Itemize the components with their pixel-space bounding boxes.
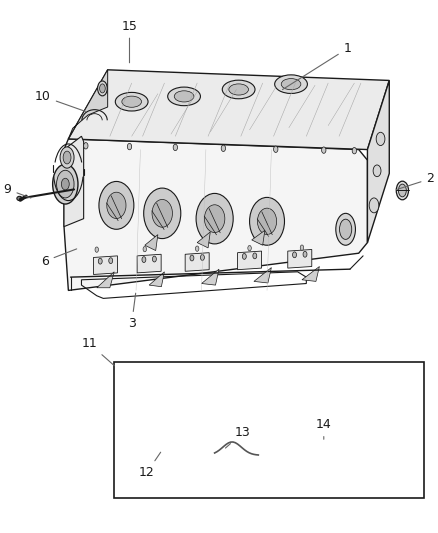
Ellipse shape	[173, 144, 177, 151]
Ellipse shape	[396, 181, 409, 200]
Ellipse shape	[195, 246, 199, 251]
Ellipse shape	[222, 80, 255, 99]
Ellipse shape	[336, 213, 356, 245]
Polygon shape	[137, 254, 161, 273]
Ellipse shape	[373, 165, 381, 176]
Ellipse shape	[376, 132, 385, 146]
Ellipse shape	[165, 420, 177, 438]
Ellipse shape	[399, 184, 406, 197]
Polygon shape	[254, 268, 272, 283]
Ellipse shape	[95, 247, 99, 252]
Polygon shape	[93, 256, 117, 274]
Ellipse shape	[183, 479, 191, 485]
Ellipse shape	[98, 259, 102, 264]
Ellipse shape	[17, 196, 22, 200]
Ellipse shape	[321, 147, 326, 154]
Polygon shape	[68, 70, 389, 150]
Ellipse shape	[229, 84, 248, 95]
Text: 3: 3	[128, 293, 136, 330]
Polygon shape	[149, 272, 164, 287]
Text: 12: 12	[139, 452, 161, 479]
Ellipse shape	[99, 84, 105, 93]
Ellipse shape	[109, 258, 113, 264]
Ellipse shape	[61, 178, 69, 190]
Ellipse shape	[152, 256, 156, 262]
Ellipse shape	[221, 145, 226, 151]
Polygon shape	[64, 136, 84, 227]
Ellipse shape	[122, 96, 141, 107]
Ellipse shape	[190, 255, 194, 261]
Polygon shape	[237, 251, 261, 270]
Polygon shape	[288, 249, 312, 268]
Ellipse shape	[369, 198, 379, 213]
Ellipse shape	[339, 219, 352, 239]
Ellipse shape	[274, 146, 278, 152]
Ellipse shape	[303, 252, 307, 257]
Ellipse shape	[242, 254, 246, 260]
Polygon shape	[64, 139, 367, 290]
Text: 13: 13	[226, 426, 251, 448]
Ellipse shape	[205, 205, 225, 232]
Ellipse shape	[107, 192, 126, 219]
Ellipse shape	[60, 147, 74, 168]
Ellipse shape	[99, 181, 134, 229]
Text: 1: 1	[283, 42, 351, 90]
Ellipse shape	[142, 257, 146, 263]
Polygon shape	[302, 266, 319, 281]
Polygon shape	[197, 232, 210, 248]
Ellipse shape	[84, 143, 88, 149]
Ellipse shape	[153, 403, 188, 454]
Ellipse shape	[201, 255, 205, 261]
Polygon shape	[97, 272, 114, 288]
Polygon shape	[185, 253, 209, 271]
Text: 15: 15	[122, 20, 138, 63]
Ellipse shape	[293, 252, 297, 258]
Ellipse shape	[168, 87, 201, 106]
Ellipse shape	[352, 148, 357, 154]
Ellipse shape	[143, 246, 147, 252]
Text: 10: 10	[35, 90, 85, 111]
Polygon shape	[180, 454, 189, 482]
Ellipse shape	[196, 193, 233, 244]
Ellipse shape	[281, 78, 301, 90]
Ellipse shape	[253, 253, 257, 259]
Text: 11: 11	[81, 337, 114, 366]
Ellipse shape	[300, 245, 304, 251]
Polygon shape	[201, 269, 219, 285]
Ellipse shape	[53, 164, 78, 204]
Ellipse shape	[258, 208, 277, 235]
Ellipse shape	[63, 151, 71, 164]
Ellipse shape	[127, 143, 132, 150]
Text: 6: 6	[41, 249, 77, 268]
Polygon shape	[367, 80, 389, 243]
Ellipse shape	[98, 81, 107, 96]
Polygon shape	[68, 70, 108, 139]
Ellipse shape	[144, 188, 181, 239]
Ellipse shape	[115, 92, 148, 111]
Ellipse shape	[152, 199, 173, 227]
Bar	[114, 362, 424, 498]
Ellipse shape	[248, 246, 251, 251]
Text: 14: 14	[316, 418, 332, 439]
Ellipse shape	[254, 454, 263, 467]
Polygon shape	[252, 230, 265, 245]
Ellipse shape	[159, 411, 183, 446]
Text: 9: 9	[4, 183, 31, 198]
Ellipse shape	[57, 170, 74, 198]
Ellipse shape	[174, 91, 194, 102]
Ellipse shape	[250, 197, 285, 245]
Text: 2: 2	[396, 172, 434, 190]
Ellipse shape	[275, 75, 307, 93]
Polygon shape	[145, 235, 158, 251]
